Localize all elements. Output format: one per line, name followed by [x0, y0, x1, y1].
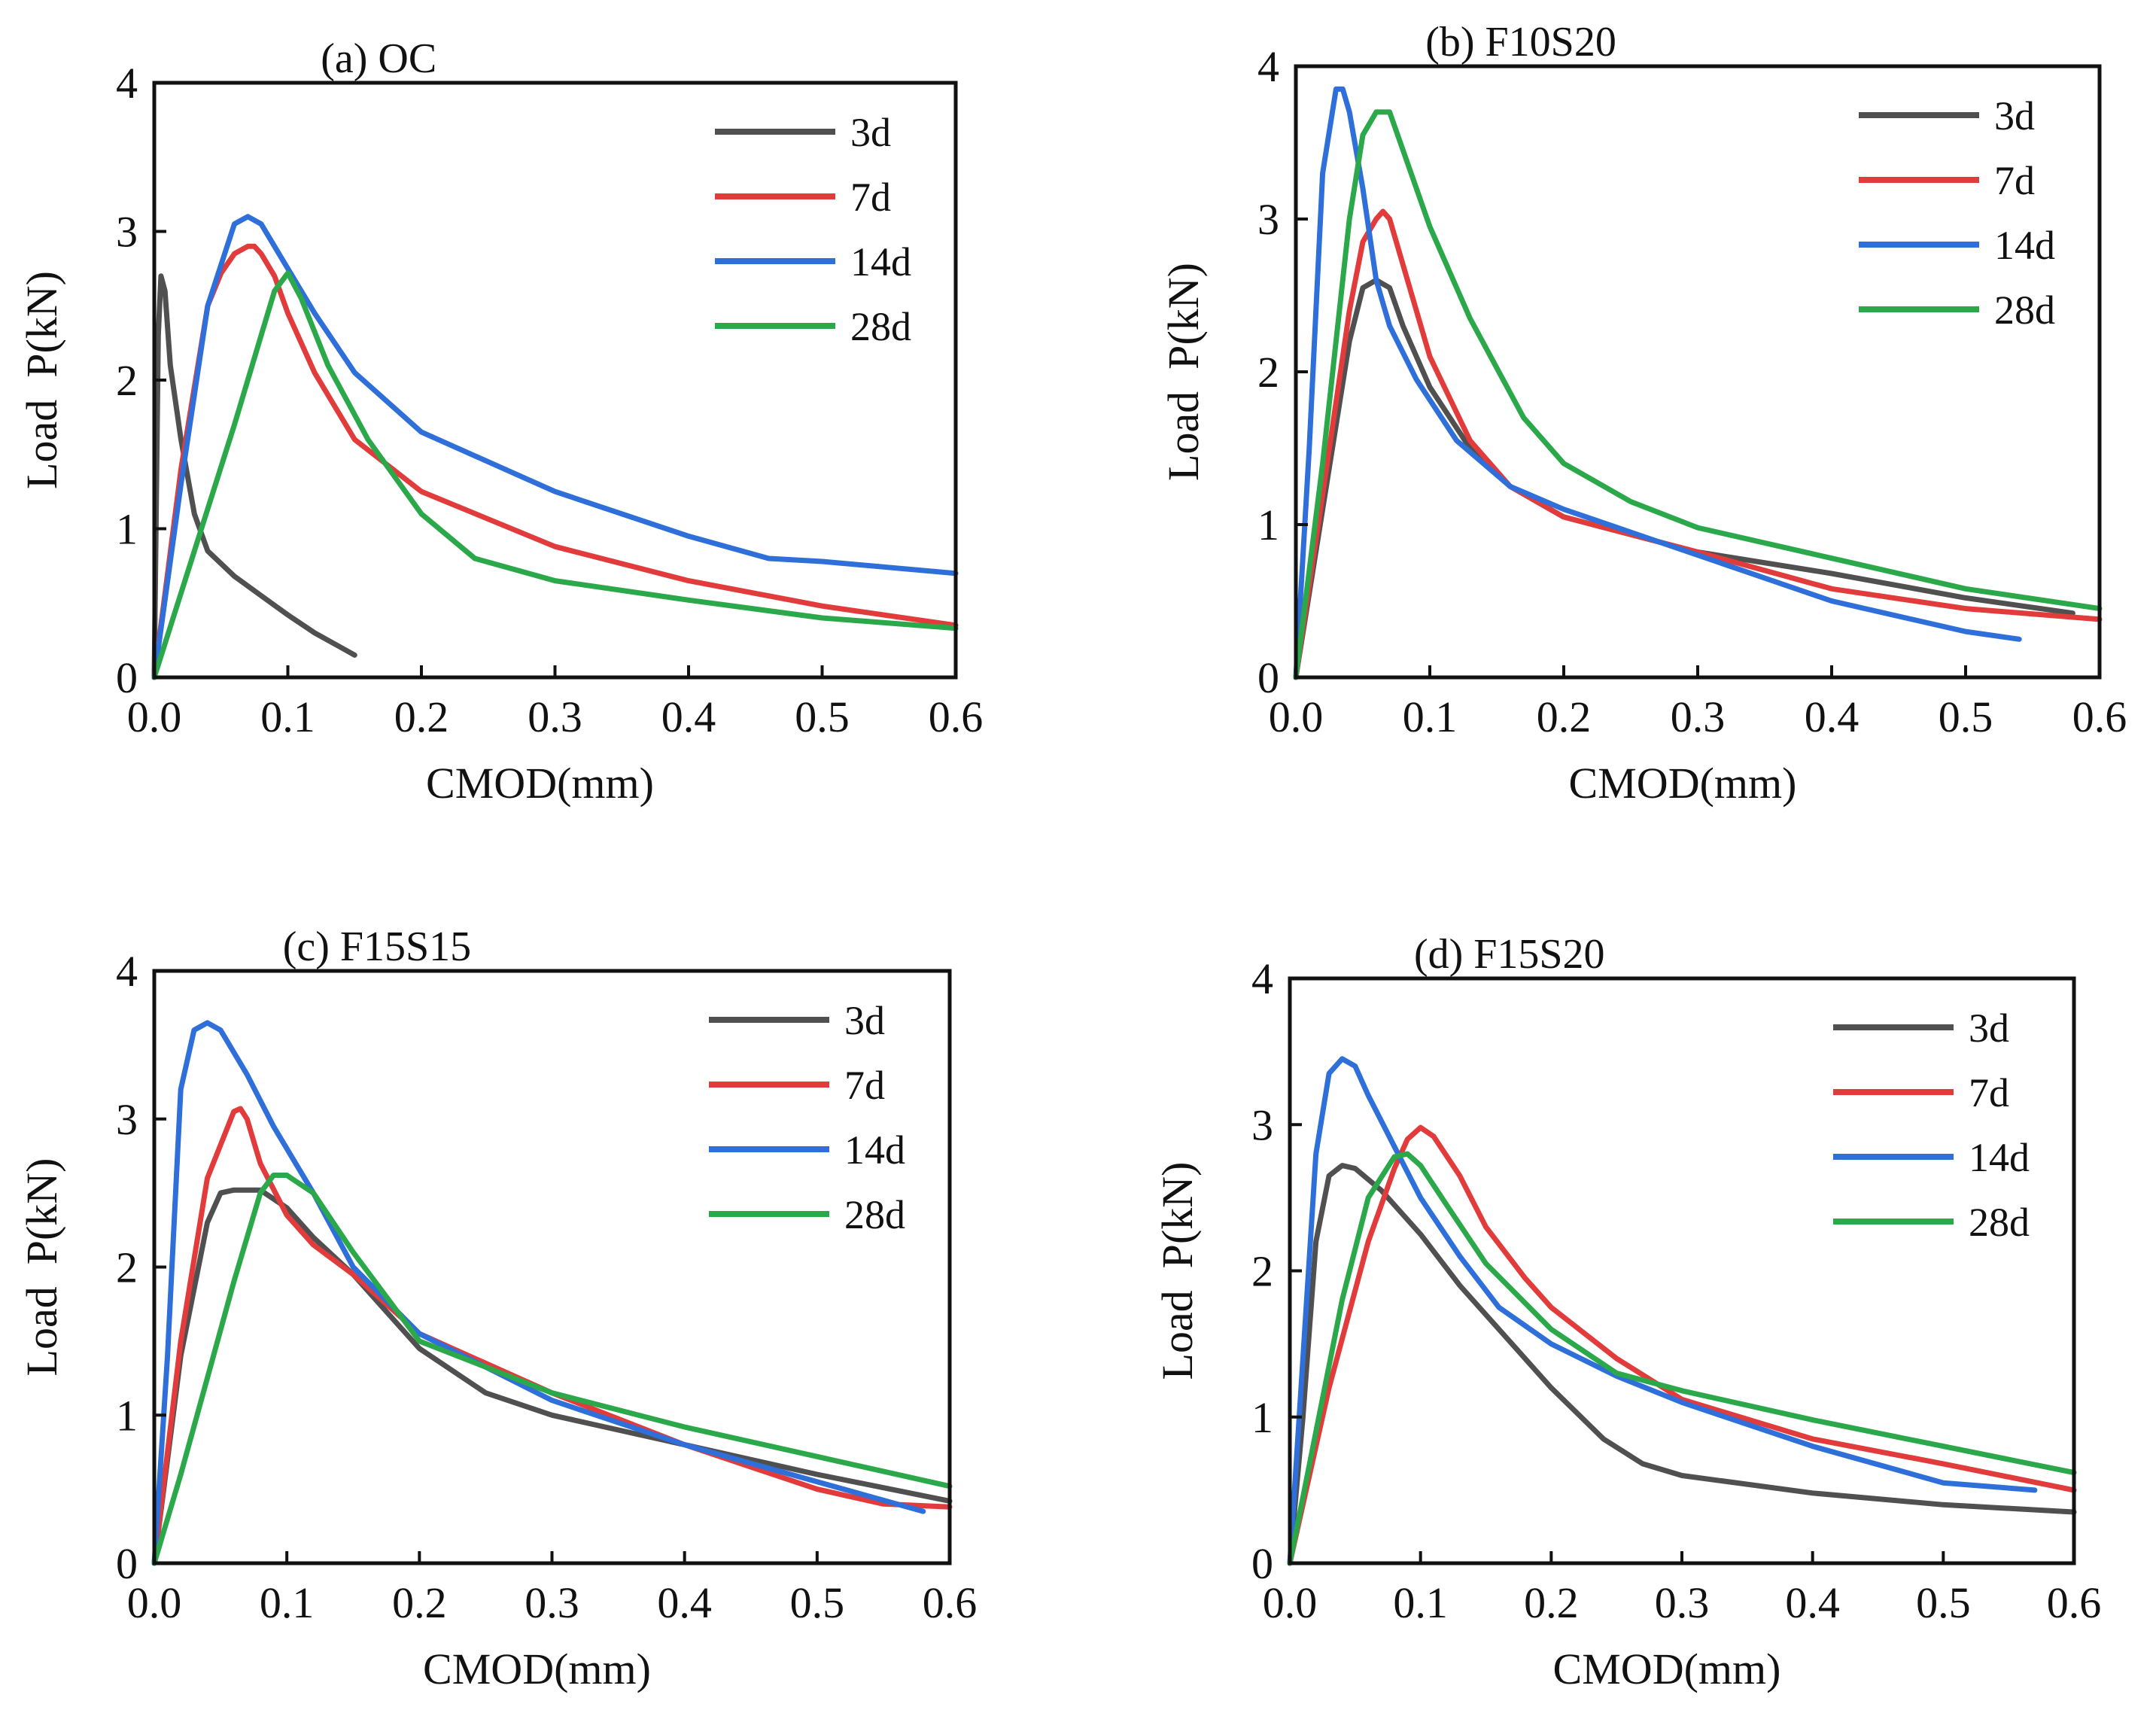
- series-line-14d: [1287, 1056, 2038, 1566]
- legend-label-14d: 14d: [844, 1127, 905, 1173]
- x-tick-label: 0.0: [1263, 1578, 1318, 1627]
- chart-title: (d) F15S20: [1414, 931, 1605, 978]
- panel-a: (a) OC 0.0 0.1 0.2 0.3 0.4 0.5 0.6 0 1 2 3 4 CMOD(mm)…: [17, 35, 983, 808]
- legend-label-28d: 28d: [1994, 288, 2055, 333]
- x-tick-label: 0.3: [528, 692, 582, 741]
- x-tick-label: 0.4: [657, 1578, 712, 1627]
- y-axis-label: Load P(kN): [1159, 263, 1208, 481]
- x-tick-label: 0.4: [661, 692, 716, 741]
- y-tick-label: 1: [1257, 500, 1279, 549]
- series-line-7d: [151, 1106, 953, 1566]
- x-tick-label: 0.3: [1655, 1578, 1710, 1627]
- legend-label-3d: 3d: [1969, 1006, 2009, 1051]
- y-tick-label: 0: [116, 1539, 138, 1588]
- series-line-7d: [151, 243, 959, 680]
- y-axis-label: Load P(kN): [17, 271, 66, 489]
- series-line-28d: [151, 270, 959, 680]
- x-tick-label: 0.4: [1805, 692, 1860, 741]
- x-tick-label: 0.5: [1916, 1578, 1971, 1627]
- legend-label-28d: 28d: [844, 1192, 905, 1237]
- legend-label-3d: 3d: [844, 998, 885, 1043]
- y-tick-label: 0: [116, 653, 138, 702]
- y-tick-label: 2: [1257, 348, 1279, 397]
- series-line-14d: [1293, 86, 2022, 680]
- series-line-7d: [1287, 1124, 2077, 1566]
- series-line-28d: [1287, 1151, 2077, 1566]
- y-tick-label: 3: [1257, 195, 1279, 244]
- legend-label-7d: 7d: [844, 1063, 885, 1108]
- legend-label-28d: 28d: [850, 304, 911, 349]
- series-line-7d: [1293, 208, 2103, 680]
- series-line-28d: [151, 1173, 953, 1566]
- x-tick-label: 0.3: [525, 1578, 579, 1627]
- x-tick-label: 0.2: [1524, 1578, 1579, 1627]
- y-tick-label: 1: [1251, 1393, 1273, 1442]
- x-tick-label: 0.6: [929, 692, 984, 741]
- chart-title: (c) F15S15: [283, 923, 471, 970]
- y-tick-label: 1: [116, 505, 138, 554]
- x-tick-label: 0.1: [260, 692, 315, 741]
- legend-label-14d: 14d: [1969, 1135, 2030, 1180]
- x-tick-label: 0.6: [2072, 692, 2127, 741]
- y-axis-label: Load P(kN): [1153, 1162, 1202, 1380]
- panel-c: (c) F15S15 0.0 0.1 0.2 0.3 0.4 0.5 0.6 0 1 2 3 4 CMOD…: [17, 923, 977, 1693]
- panel-d: (d) F15S20 0.0 0.1 0.2 0.3 0.4 0.5 0.6 0 1 2 3 4 CMOD…: [1153, 931, 2101, 1693]
- x-tick-label: 0.1: [1403, 692, 1458, 741]
- legend-label-14d: 14d: [1994, 223, 2055, 268]
- y-tick-label: 3: [1251, 1100, 1273, 1149]
- x-tick-label: 0.6: [2047, 1578, 2102, 1627]
- x-tick-label: 0.0: [127, 692, 182, 741]
- y-axis-label: Load P(kN): [17, 1158, 66, 1377]
- x-axis-label: CMOD(mm): [1569, 759, 1797, 808]
- y-tick-label: 4: [116, 947, 138, 996]
- x-axis-label: CMOD(mm): [1553, 1644, 1781, 1693]
- chart-title: (b) F10S20: [1425, 19, 1616, 65]
- legend-label-3d: 3d: [850, 110, 891, 155]
- y-tick-label: 4: [1257, 42, 1279, 91]
- y-tick-label: 0: [1251, 1539, 1273, 1588]
- legend-label-3d: 3d: [1994, 93, 2035, 138]
- x-tick-label: 0.1: [1393, 1578, 1448, 1627]
- y-tick-label: 2: [116, 1243, 138, 1292]
- legend-label-7d: 7d: [850, 175, 891, 220]
- x-axis-label: CMOD(mm): [423, 1644, 651, 1693]
- legend-label-7d: 7d: [1969, 1070, 2009, 1115]
- y-tick-label: 4: [1251, 954, 1273, 1003]
- x-tick-label: 0.4: [1785, 1578, 1840, 1627]
- x-tick-label: 0.1: [260, 1578, 315, 1627]
- y-tick-label: 4: [116, 59, 138, 108]
- series-line-3d: [1287, 1163, 2077, 1566]
- y-tick-label: 3: [116, 1095, 138, 1144]
- legend-label-14d: 14d: [850, 239, 911, 284]
- x-tick-label: 0.0: [1269, 692, 1324, 741]
- y-tick-label: 0: [1257, 653, 1279, 702]
- series-line-28d: [1293, 109, 2103, 680]
- chart-title: (a) OC: [321, 35, 436, 82]
- x-axis-label: CMOD(mm): [426, 759, 654, 808]
- x-tick-label: 0.5: [795, 692, 850, 741]
- y-tick-label: 1: [116, 1391, 138, 1440]
- x-tick-label: 0.2: [394, 692, 449, 741]
- axes-frame: [152, 969, 952, 1565]
- series-line-3d: [1293, 277, 2075, 680]
- x-tick-label: 0.5: [790, 1578, 845, 1627]
- axes-frame: [1294, 64, 2102, 680]
- legend-label-28d: 28d: [1969, 1200, 2030, 1245]
- x-tick-label: 0.2: [392, 1578, 447, 1627]
- x-tick-label: 0.2: [1537, 692, 1592, 741]
- panel-b: (b) F10S20 0.0 0.1 0.2 0.3 0.4 0.5 0.6 0 1 2 3 4 CMOD…: [1159, 19, 2127, 808]
- axes-frame: [152, 81, 958, 680]
- series-line-14d: [151, 214, 959, 680]
- y-tick-label: 2: [116, 356, 138, 405]
- series-line-14d: [151, 1020, 926, 1566]
- y-tick-label: 2: [1251, 1247, 1273, 1296]
- legend-label-7d: 7d: [1994, 158, 2035, 203]
- x-tick-label: 0.0: [127, 1578, 182, 1627]
- x-tick-label: 0.6: [923, 1578, 978, 1627]
- x-tick-label: 0.5: [1939, 692, 1993, 741]
- y-tick-label: 3: [116, 208, 138, 257]
- series-line-3d: [151, 1187, 953, 1566]
- x-tick-label: 0.3: [1671, 692, 1726, 741]
